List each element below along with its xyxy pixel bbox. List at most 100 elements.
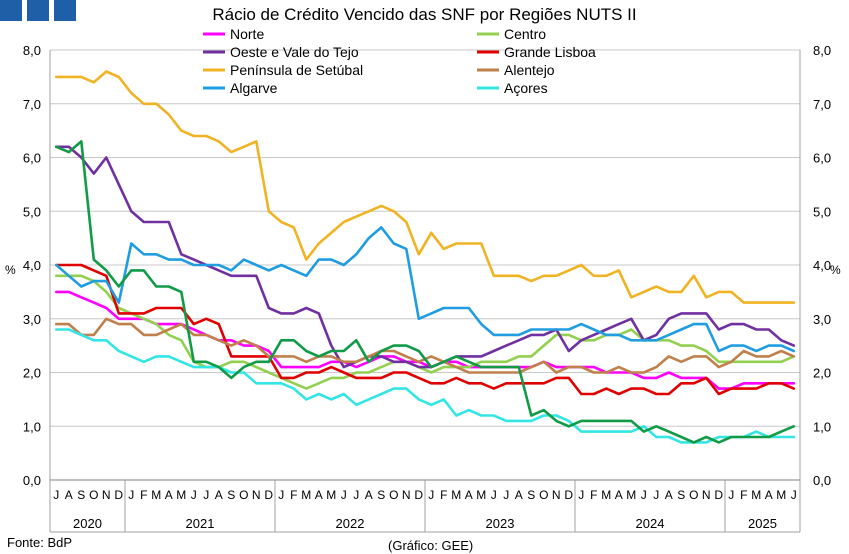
y-tick-label-right: 6,0 xyxy=(813,151,831,166)
x-tick-label: J xyxy=(191,488,197,502)
chart-title: Rácio de Crédito Vencido das SNF por Reg… xyxy=(212,5,637,24)
year-label: 2020 xyxy=(73,516,102,531)
x-tick-label: S xyxy=(677,488,685,502)
year-label: 2025 xyxy=(748,516,777,531)
x-tick-label: J xyxy=(278,488,284,502)
x-tick-label: D xyxy=(114,488,123,502)
credit-note: (Gráfico: GEE) xyxy=(388,538,474,553)
x-tick-label: J xyxy=(653,488,659,502)
series-line-norte xyxy=(54,290,796,390)
x-tick-label: A xyxy=(315,488,323,502)
x-tick-label: D xyxy=(264,488,273,502)
x-tick-label: A xyxy=(165,488,173,502)
year-label: 2021 xyxy=(186,516,215,531)
x-tick-label: F xyxy=(440,488,447,502)
x-tick-label: N xyxy=(252,488,261,502)
x-tick-label: J xyxy=(791,488,797,502)
x-tick-label: J xyxy=(491,488,497,502)
y-tick-label-left: 5,0 xyxy=(23,204,41,219)
y-tick-label-left: 0,0 xyxy=(23,473,41,488)
x-tick-label: F xyxy=(140,488,147,502)
legend-label-oeste-e-vale-do-tejo: Oeste e Vale do Tejo xyxy=(230,44,359,60)
year-label: 2024 xyxy=(636,516,665,531)
x-tick-label: M xyxy=(601,488,611,502)
y-tick-label-right: 8,0 xyxy=(813,43,831,58)
legend-label-alentejo: Alentejo xyxy=(504,62,555,78)
y-tick-label-left: 8,0 xyxy=(23,43,41,58)
x-tick-label: M xyxy=(751,488,761,502)
source-note: Fonte: BdP xyxy=(7,535,73,550)
x-tick-label: O xyxy=(689,488,698,502)
x-tick-label: O xyxy=(389,488,398,502)
x-tick-label: M xyxy=(451,488,461,502)
x-tick-label: A xyxy=(365,488,373,502)
x-tick-label: J xyxy=(203,488,209,502)
y-tick-label-right: 2,0 xyxy=(813,366,831,381)
x-tick-label: A xyxy=(215,488,223,502)
x-tick-label: O xyxy=(239,488,248,502)
y-tick-label-right: 0,0 xyxy=(813,473,831,488)
x-tick-label: N xyxy=(702,488,711,502)
x-tick-label: S xyxy=(377,488,385,502)
x-tick-label: J xyxy=(341,488,347,502)
x-tick-label: A xyxy=(465,488,473,502)
y-tick-label-left: 1,0 xyxy=(23,419,41,434)
series-line-algarve xyxy=(54,226,796,353)
x-tick-label: J xyxy=(53,488,59,502)
x-tick-label: J xyxy=(503,488,509,502)
y-tick-label-right: 7,0 xyxy=(813,97,831,112)
x-tick-label: M xyxy=(476,488,486,502)
legend-label-norte: Norte xyxy=(230,26,264,42)
logo-square xyxy=(0,0,22,21)
x-tick-label: M xyxy=(776,488,786,502)
x-tick-label: J xyxy=(578,488,584,502)
y-tick-label-right: 1,0 xyxy=(813,419,831,434)
x-tick-label: J xyxy=(128,488,134,502)
logo-square xyxy=(54,0,76,21)
x-tick-label: D xyxy=(414,488,423,502)
year-label: 2022 xyxy=(336,516,365,531)
x-tick-label: S xyxy=(77,488,85,502)
series-line-centro xyxy=(54,274,796,390)
x-tick-label: A xyxy=(515,488,523,502)
x-tick-label: J xyxy=(641,488,647,502)
x-tick-label: O xyxy=(539,488,548,502)
x-tick-label: M xyxy=(626,488,636,502)
y-tick-label-left: 6,0 xyxy=(23,151,41,166)
x-tick-label: A xyxy=(665,488,673,502)
y-tick-label-left: 4,0 xyxy=(23,258,41,273)
x-tick-label: N xyxy=(402,488,411,502)
y-axis-label-right: % xyxy=(830,263,841,277)
x-tick-label: S xyxy=(527,488,535,502)
x-tick-label: D xyxy=(714,488,723,502)
series-line-grande-lisboa xyxy=(54,263,796,396)
x-tick-label: F xyxy=(590,488,597,502)
x-tick-label: J xyxy=(428,488,434,502)
x-tick-label: A xyxy=(615,488,623,502)
logo-square xyxy=(27,0,49,21)
x-tick-label: J xyxy=(353,488,359,502)
legend-label-acores: Açores xyxy=(504,80,548,96)
x-tick-label: N xyxy=(552,488,561,502)
x-tick-label: O xyxy=(89,488,98,502)
x-tick-label: N xyxy=(102,488,111,502)
x-tick-label: S xyxy=(227,488,235,502)
x-tick-label: D xyxy=(564,488,573,502)
legend-label-peninsula-de-setubal: Península de Setúbal xyxy=(230,62,363,78)
x-tick-label: A xyxy=(765,488,773,502)
x-tick-label: M xyxy=(151,488,161,502)
x-tick-label: J xyxy=(728,488,734,502)
y-tick-label-right: 5,0 xyxy=(813,204,831,219)
y-tick-label-left: 2,0 xyxy=(23,366,41,381)
series-line-oeste-e-vale-do-tejo xyxy=(54,145,796,369)
y-tick-label-right: 3,0 xyxy=(813,312,831,327)
x-tick-label: F xyxy=(290,488,297,502)
series-line-peninsula-de-setubal xyxy=(54,70,796,304)
y-tick-label-left: 3,0 xyxy=(23,312,41,327)
x-tick-label: A xyxy=(65,488,73,502)
x-tick-label: M xyxy=(176,488,186,502)
legend-label-centro: Centro xyxy=(504,26,546,42)
legend-label-grande-lisboa: Grande Lisboa xyxy=(504,44,596,60)
y-tick-label-right: 4,0 xyxy=(813,258,831,273)
